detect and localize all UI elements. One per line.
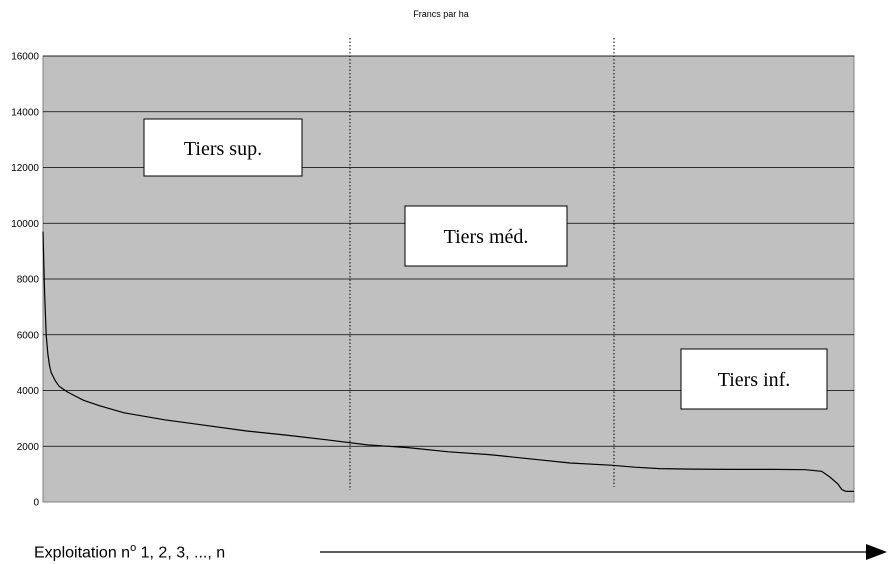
y-tick-label: 2000 [17, 442, 40, 453]
annotation-tiers-med: Tiers méd. [404, 205, 568, 267]
x-axis-label: Exploitation no 1, 2, 3, ..., n [34, 542, 225, 562]
annotation-label: Tiers sup. [184, 138, 262, 160]
annotation-label: Tiers inf. [718, 369, 791, 391]
annotation-label: Tiers méd. [444, 226, 529, 248]
annotation-tiers-inf: Tiers inf. [680, 348, 828, 410]
annotation-box [143, 118, 303, 177]
annotation-tiers-sup: Tiers sup. [143, 118, 303, 177]
y-axis-ticks: 0 2000 4000 6000 8000 10000 12000 14000 16000 [11, 52, 39, 509]
y-tick-label: 10000 [11, 219, 39, 230]
y-tick-label: 14000 [11, 107, 39, 118]
y-tick-label: 0 [33, 498, 39, 509]
series-line [42, 231, 854, 492]
y-tick-label: 6000 [17, 330, 40, 341]
annotation-box [680, 348, 828, 410]
chart-title: Francs par ha [413, 9, 469, 19]
x-axis-label-prefix: Exploitation n [34, 544, 131, 562]
arrow-right-icon [866, 544, 887, 560]
annotation-box [404, 205, 568, 267]
x-axis-label-suffix: 1, 2, 3, ..., n [136, 544, 226, 562]
x-axis-label-superscript: o [130, 542, 137, 554]
y-tick-label: 16000 [11, 52, 39, 63]
y-tick-label: 8000 [17, 275, 40, 286]
y-tick-label: 4000 [17, 386, 40, 397]
y-tick-label: 12000 [11, 163, 39, 174]
